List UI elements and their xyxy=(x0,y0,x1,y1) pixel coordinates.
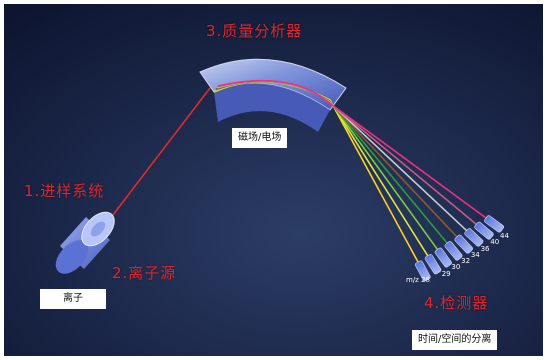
separation-box-label: 时间/空间的分离 xyxy=(412,330,498,350)
mz-tick-44: 44 xyxy=(500,232,509,240)
detector-tube-36 xyxy=(464,228,484,247)
ion-source-cylinder xyxy=(55,211,115,274)
detector-tube-30 xyxy=(434,247,452,268)
inlet-label: 1.进样系统 xyxy=(24,182,105,200)
detector-tube-29 xyxy=(424,254,442,275)
field-box-label: 磁场/电场 xyxy=(232,128,288,148)
mz-tick-29: 29 xyxy=(441,269,451,278)
detector-tube-40 xyxy=(474,221,494,240)
detector-array xyxy=(414,215,504,282)
beam-44 xyxy=(217,79,487,219)
mz-tick-34: 34 xyxy=(470,250,480,259)
analyzer-label: 3.质量分析器 xyxy=(206,22,303,40)
separated-beams xyxy=(213,79,487,263)
mz-tick-32: 32 xyxy=(461,257,471,266)
detector-tube-44 xyxy=(484,215,504,233)
mz-tick-28: m/z 28 xyxy=(406,276,430,284)
ion-box-label: 离子 xyxy=(40,289,106,309)
mz-tick-36: 36 xyxy=(480,244,490,253)
detector-tube-34 xyxy=(454,234,473,254)
mass-analyzer xyxy=(199,58,347,132)
mz-tick-30: 30 xyxy=(451,263,461,272)
ion-source-label: 2.离子源 xyxy=(112,264,177,282)
detector-tube-32 xyxy=(444,241,463,261)
detector-label: 4.检测器 xyxy=(424,294,489,312)
detector-tube-28 xyxy=(414,260,431,282)
mz-tick-40: 40 xyxy=(490,238,500,247)
